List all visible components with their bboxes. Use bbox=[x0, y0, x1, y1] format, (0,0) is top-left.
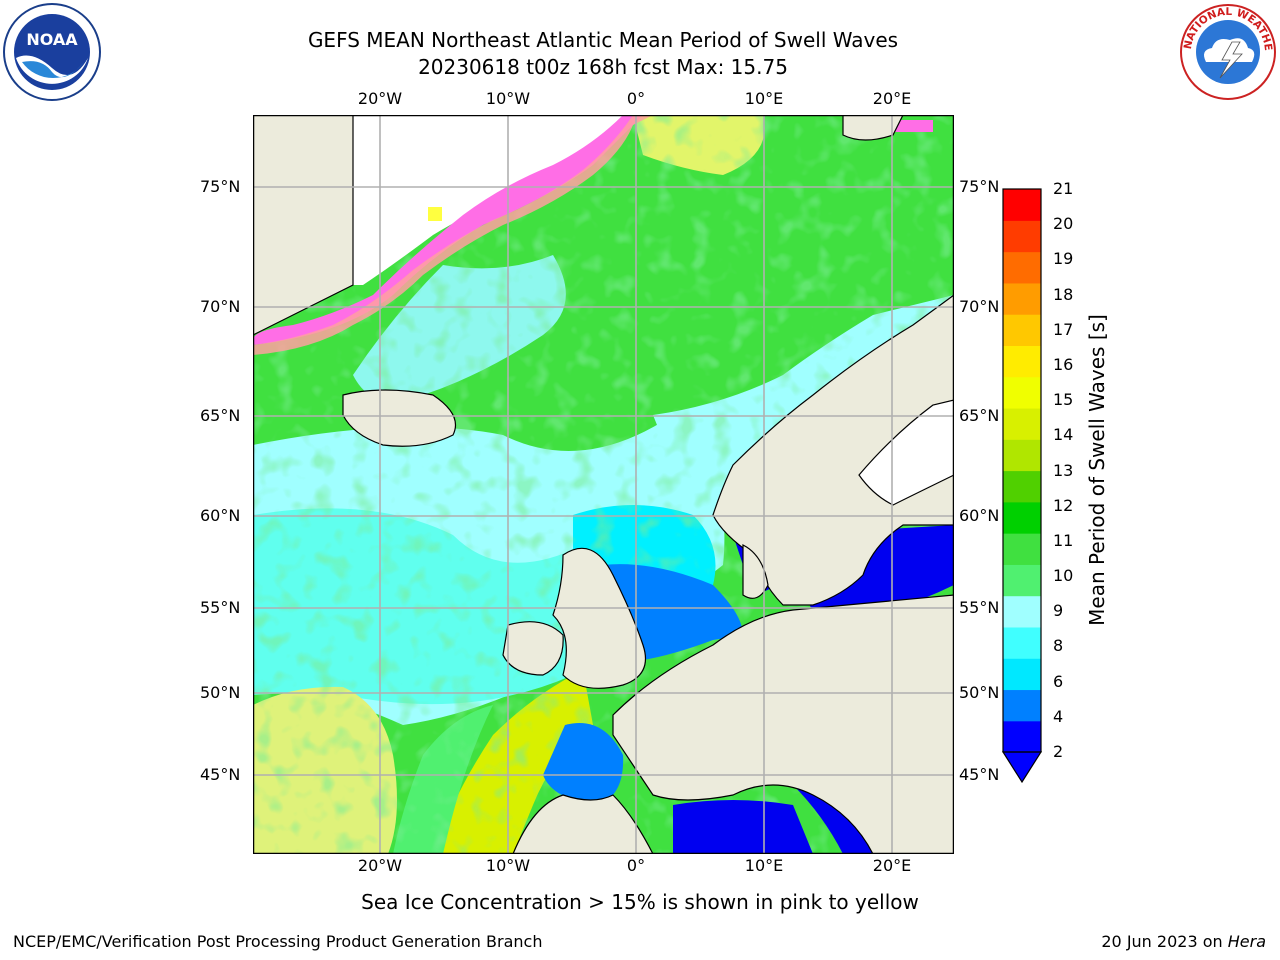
colorbar-segment bbox=[1003, 376, 1041, 409]
footer-date-text: 20 Jun 2023 on bbox=[1101, 932, 1228, 951]
colorbar-segment bbox=[1003, 626, 1041, 659]
lat-label-left-50n: 50°N bbox=[200, 683, 241, 702]
lat-label-right-75n: 75°N bbox=[959, 177, 1000, 196]
colorbar-segment bbox=[1003, 658, 1041, 691]
nws-logo: NATIONAL WEATHER SERVICE bbox=[1178, 2, 1276, 100]
colorbar-tick-label: 6 bbox=[1053, 671, 1064, 691]
colorbar-segment bbox=[1003, 407, 1041, 440]
chart-subtitle: 20230618 t00z 168h fcst Max: 15.75 bbox=[418, 55, 788, 79]
colorbar-extend-triangle bbox=[1001, 751, 1043, 784]
ice-pink-northeast bbox=[893, 120, 933, 132]
land-iceland bbox=[342, 389, 457, 447]
swell-period-map bbox=[253, 115, 954, 854]
land-jutland bbox=[742, 544, 769, 599]
colorbar-segment bbox=[1003, 345, 1041, 378]
colorbar-tick-label: 20 bbox=[1053, 214, 1074, 234]
footer-machine: Hera bbox=[1227, 932, 1266, 951]
lat-label-right-50n: 50°N bbox=[959, 683, 1000, 702]
colorbar-segment bbox=[1003, 720, 1041, 753]
ice-note: Sea Ice Concentration > 15% is shown in … bbox=[361, 890, 919, 914]
land-scandinavia bbox=[712, 294, 954, 606]
colorbar-tick-label: 4 bbox=[1053, 706, 1064, 726]
colorbar-segment bbox=[1003, 439, 1041, 472]
chart-title: GEFS MEAN Northeast Atlantic Mean Period… bbox=[307, 28, 899, 52]
field-blue-med bbox=[673, 800, 813, 854]
lat-label-left-75n: 75°N bbox=[200, 177, 241, 196]
colorbar-tick-label: 11 bbox=[1053, 530, 1074, 550]
lat-label-right-65n: 65°N bbox=[959, 406, 1000, 425]
ice-pink bbox=[253, 115, 643, 345]
lat-label-right-45n: 45°N bbox=[959, 765, 1000, 784]
colorbar-tick-label: 19 bbox=[1053, 249, 1074, 269]
map-frame bbox=[253, 115, 954, 854]
colorbar-tick-label: 9 bbox=[1053, 601, 1064, 621]
colorbar-tick-label: 17 bbox=[1053, 319, 1074, 339]
colorbar-frame bbox=[1002, 188, 1042, 753]
colorbar bbox=[1001, 188, 1043, 784]
colorbar-segment bbox=[1003, 501, 1041, 534]
field-blue-biscay bbox=[543, 723, 624, 805]
lon-label-top-0: 0° bbox=[626, 89, 646, 108]
lon-label-bottom-10e: 10°E bbox=[744, 856, 784, 875]
colorbar-segment bbox=[1003, 220, 1041, 253]
colorbar-segment bbox=[1003, 251, 1041, 284]
colorbar-segment bbox=[1003, 189, 1041, 221]
footer-credit: NCEP/EMC/Verification Post Processing Pr… bbox=[13, 932, 543, 951]
colorbar-tick-label: 15 bbox=[1053, 390, 1074, 410]
lat-label-left-70n: 70°N bbox=[200, 297, 241, 316]
colorbar-segment bbox=[1003, 470, 1041, 503]
noaa-logo: NOAA bbox=[3, 3, 101, 101]
colorbar-tick-label: 10 bbox=[1053, 566, 1074, 586]
noaa-logo-text: NOAA bbox=[26, 30, 78, 49]
colorbar-segment bbox=[1003, 564, 1041, 597]
land-gulf-bothnia-water bbox=[858, 399, 954, 506]
lon-label-bottom-20e: 20°E bbox=[872, 856, 912, 875]
lat-label-left-60n: 60°N bbox=[200, 506, 241, 525]
lon-label-top-20w: 20°W bbox=[357, 89, 403, 108]
land-greenland bbox=[253, 115, 354, 336]
lon-label-top-10e: 10°E bbox=[744, 89, 784, 108]
lat-label-left-65n: 65°N bbox=[200, 406, 241, 425]
colorbar-tick-label: 14 bbox=[1053, 425, 1074, 445]
colorbar-label: Mean Period of Swell Waves [s] bbox=[1085, 314, 1109, 626]
lat-label-right-60n: 60°N bbox=[959, 506, 1000, 525]
lat-label-left-55n: 55°N bbox=[200, 598, 241, 617]
colorbar-segment bbox=[1003, 314, 1041, 346]
ice-yellow-patch bbox=[428, 207, 442, 221]
lon-label-bottom-0: 0° bbox=[626, 856, 646, 875]
colorbar-tick-label: 21 bbox=[1053, 179, 1074, 198]
colorbar-tick-label: 2 bbox=[1053, 742, 1064, 761]
lon-label-bottom-20w: 20°W bbox=[357, 856, 403, 875]
footer-date: 20 Jun 2023 on Hera bbox=[1101, 932, 1266, 951]
colorbar-tick-label: 18 bbox=[1053, 284, 1074, 304]
lat-label-right-70n: 70°N bbox=[959, 297, 1000, 316]
colorbar-segments bbox=[1003, 189, 1041, 753]
lon-label-top-10w: 10°W bbox=[485, 89, 531, 108]
land-svalbard bbox=[842, 115, 904, 141]
colorbar-tick-label: 12 bbox=[1053, 495, 1074, 515]
colorbar-tick-label: 8 bbox=[1053, 636, 1064, 656]
colorbar-segment bbox=[1003, 533, 1041, 565]
land-europe bbox=[612, 594, 954, 854]
colorbar-tick-label: 13 bbox=[1053, 460, 1074, 480]
land-ireland bbox=[502, 621, 564, 676]
colorbar-segment bbox=[1003, 282, 1041, 315]
lat-label-left-45n: 45°N bbox=[200, 765, 241, 784]
colorbar-segment bbox=[1003, 595, 1041, 628]
land-great-britain bbox=[552, 547, 647, 689]
lon-label-top-20e: 20°E bbox=[872, 89, 912, 108]
colorbar-tick-label: 16 bbox=[1053, 354, 1074, 374]
colorbar-segment bbox=[1003, 689, 1041, 722]
lat-label-right-55n: 55°N bbox=[959, 598, 1000, 617]
lon-label-bottom-10w: 10°W bbox=[485, 856, 531, 875]
